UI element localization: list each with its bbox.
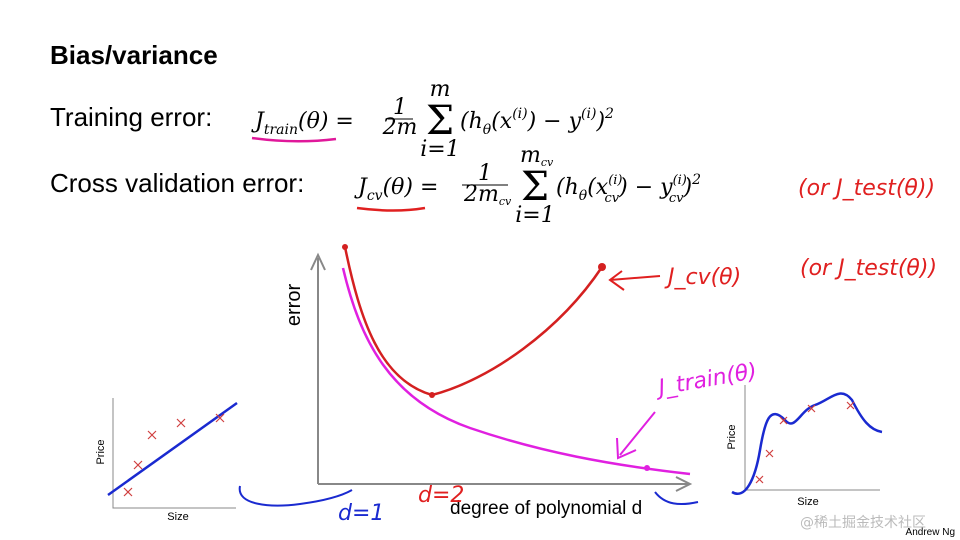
formula-part: θ xyxy=(579,188,588,204)
formula-rhs: (hθ(x(i)) − y(i))2 xyxy=(460,106,614,138)
fraction-den: 2m xyxy=(382,115,418,140)
underline xyxy=(251,136,337,143)
formula-part: cv xyxy=(605,191,620,206)
handwritten-note: (or J_test(θ)) xyxy=(798,176,935,201)
handwritten-note: (or J_test(θ)) xyxy=(800,256,937,281)
fraction-den: 2mcv xyxy=(463,182,512,208)
d1-label: d=1 xyxy=(338,501,384,526)
inset-axes xyxy=(744,385,880,491)
formula-part: ) − y xyxy=(618,175,673,200)
x-axis-label: degree of polynomial d xyxy=(450,498,642,519)
formula-lhs: Jcv(θ) = xyxy=(354,175,438,204)
data-points xyxy=(755,401,855,484)
inset-y-label: Price xyxy=(95,439,107,464)
training-label: Training error: xyxy=(50,102,212,132)
train-curve-label: J_train(θ) xyxy=(653,359,759,402)
formula-part: J xyxy=(354,175,368,200)
fit-line xyxy=(107,401,238,497)
formula-part: (i) xyxy=(608,173,622,188)
sum-lower: i=1 xyxy=(515,203,554,228)
sum-upper: m xyxy=(430,77,451,102)
sum-sign: Σ xyxy=(521,164,549,210)
sum-lower: i=1 xyxy=(420,137,459,162)
formula-part: 2 xyxy=(604,106,614,122)
formula-part: θ xyxy=(483,122,492,138)
fraction-num: 1 xyxy=(393,95,407,120)
arrow xyxy=(608,270,661,291)
cv-curve xyxy=(343,246,604,397)
formula-part: cv xyxy=(541,156,554,169)
fit-curve xyxy=(731,392,883,495)
formula-part: cv xyxy=(669,191,684,206)
sum-upper: mcv xyxy=(520,143,554,169)
formula-part: (θ) = xyxy=(298,109,354,134)
formula-part: (x xyxy=(491,109,513,134)
formula-part: m xyxy=(520,143,541,168)
formula-rhs: (hθ(x(i) cv) − y(i) cv)2 xyxy=(556,172,701,206)
formula-part: ) xyxy=(683,175,693,200)
formula-part: train xyxy=(264,122,298,138)
arrow xyxy=(616,411,656,460)
curve-dot xyxy=(429,392,435,398)
inset-x-label: Size xyxy=(167,511,188,523)
formula-part: J xyxy=(251,109,265,134)
y-axis-label: error xyxy=(283,284,305,327)
formula-part: (h xyxy=(556,175,579,200)
inset-x-label: Size xyxy=(797,496,818,508)
underline xyxy=(356,206,426,212)
formula-part: 2m xyxy=(463,182,499,207)
formula-part: ) − y xyxy=(527,109,582,134)
formula-part: ) xyxy=(595,109,605,134)
cv-curve-label: J_cv(θ) xyxy=(664,265,741,290)
formula-part: (h xyxy=(460,109,483,134)
sum-sign: Σ xyxy=(426,98,454,144)
curve-dot xyxy=(598,263,606,271)
axis-arrow xyxy=(310,252,326,271)
inset-y-label: Price xyxy=(726,424,738,449)
curve-dot xyxy=(644,465,650,471)
cv-label: Cross validation error: xyxy=(50,168,304,198)
formula-lhs: Jtrain(θ) = xyxy=(251,109,354,138)
scribble xyxy=(238,485,699,507)
train-curve xyxy=(341,267,691,476)
axis-arrow xyxy=(675,476,693,492)
fraction-num: 1 xyxy=(478,161,492,186)
formula-part: (i) xyxy=(673,173,687,188)
data-points xyxy=(123,413,225,497)
formula-part: (i) xyxy=(512,106,527,122)
formula-part: (i) xyxy=(581,106,596,122)
author: Andrew Ng xyxy=(906,527,955,538)
title: Bias/variance xyxy=(50,40,218,70)
watermark: @稀土掘金技术社区 xyxy=(800,515,926,531)
formula-part: cv xyxy=(367,188,383,204)
formula-part: 2 xyxy=(691,172,701,188)
curve-dot xyxy=(342,244,348,250)
d2-label: d=2 xyxy=(418,483,464,508)
formula-part: cv xyxy=(499,195,512,208)
inset-axes xyxy=(112,398,236,509)
formula-part: (x xyxy=(587,175,609,200)
formula-part: (θ) = xyxy=(383,175,439,200)
